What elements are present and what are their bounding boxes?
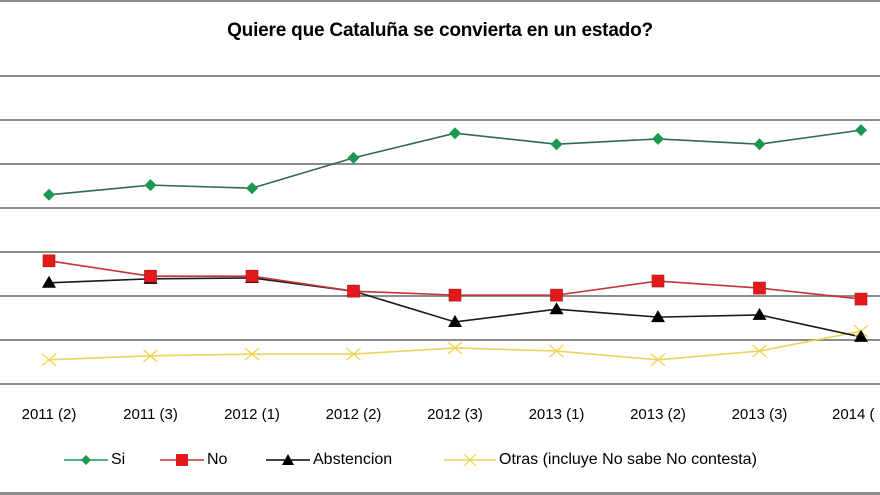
diamond-marker-icon [64,455,108,465]
chart-top-border [0,0,880,2]
data-point [144,179,157,192]
data-point [448,288,462,302]
line-chart: 2011 (2) 2011 (3) 2012 (1) 2012 (2) 2012 (3)… [0,75,880,423]
data-point [244,347,260,361]
legend-label: Si [111,451,126,468]
data-point [752,307,767,320]
x-tick-label: 2014 ( [832,406,875,423]
markers-no [42,254,868,306]
data-point [854,329,868,342]
x-marker-icon [444,453,496,467]
data-point [549,344,564,358]
triangle-marker-icon [266,454,310,465]
x-tick-label: 2012 (3) [427,406,483,423]
data-point [245,269,259,283]
x-tick-label: 2011 (2) [22,406,77,423]
square-marker-icon [160,454,204,466]
x-tick-label: 2012 (1) [224,406,280,423]
data-point [347,151,360,164]
x-tick-label: 2013 (2) [630,406,686,423]
data-point [143,349,158,363]
x-tick-label: 2011 (3) [123,406,178,423]
data-point [246,182,258,195]
data-point [854,292,868,306]
data-point [753,281,766,295]
series-line-otras [48,330,862,361]
data-point [753,138,766,151]
chart-bottom-border [0,492,880,495]
data-point [448,314,462,327]
data-point [144,269,157,283]
gridlines [0,75,880,385]
legend-label: No [207,451,228,468]
legend-item-otras: Otras (incluye No sabe No contesta) [444,448,757,472]
data-point [550,138,563,151]
markers-otras [41,324,869,367]
data-point [346,347,361,361]
chart-title: Quiere que Cataluña se convierta en un e… [227,20,653,41]
data-point [447,341,463,355]
data-point [42,254,56,268]
legend-label: Otras (incluye No sabe No contesta) [499,451,757,468]
data-point [752,344,767,358]
x-tick-label: 2013 (3) [732,406,788,423]
legend-item-no: No [160,448,227,472]
data-point [347,284,360,298]
x-tick-label: 2013 (1) [529,406,585,423]
legend-item-abstencion: Abstencion [266,448,392,472]
legend-item-si: Si [64,448,125,472]
data-point [651,310,665,323]
data-point [41,353,57,367]
series-markers [41,124,869,367]
data-point [42,275,56,288]
markers-abstencion [42,270,868,342]
data-point [549,302,564,315]
data-point [550,288,563,302]
series-line-si [48,129,862,196]
x-tick-label: 2012 (2) [326,406,382,423]
data-point [449,127,461,140]
legend: Si No Abstencion Otras (incluye No sabe … [0,448,880,472]
data-point [651,274,665,288]
x-axis-labels: 2011 (2) 2011 (3) 2012 (1) 2012 (2) 2012 (3)… [22,406,875,423]
legend-label: Abstencion [313,451,393,468]
data-point [43,188,55,201]
data-point [855,124,867,137]
markers-si [43,124,867,201]
data-point [650,353,666,367]
data-point [652,132,664,145]
